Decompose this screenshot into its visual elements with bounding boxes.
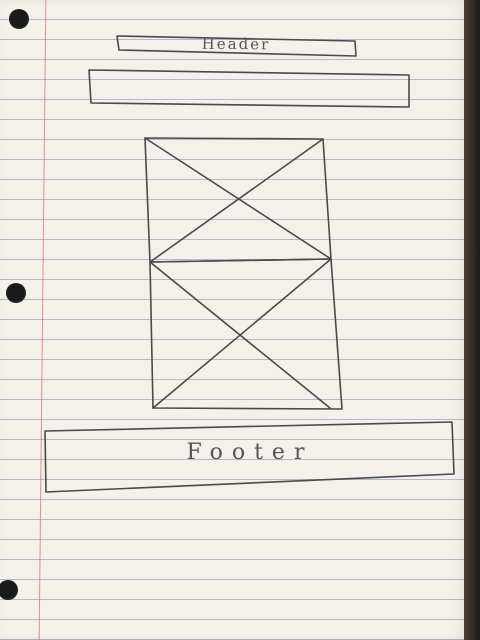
table-surface bbox=[464, 0, 480, 640]
image-placeholder-2 bbox=[149, 258, 343, 410]
footer-label: Footer bbox=[186, 440, 314, 465]
footer-box bbox=[44, 421, 455, 493]
binder-hole-middle bbox=[6, 283, 26, 303]
header-label: Header bbox=[201, 34, 271, 54]
binder-hole-top bbox=[9, 9, 29, 29]
binder-hole-bottom bbox=[0, 580, 18, 600]
header-box bbox=[116, 35, 357, 57]
image-placeholder-1 bbox=[144, 137, 332, 263]
nav-bar-box bbox=[88, 69, 410, 108]
wireframe-sketch bbox=[44, 35, 455, 493]
